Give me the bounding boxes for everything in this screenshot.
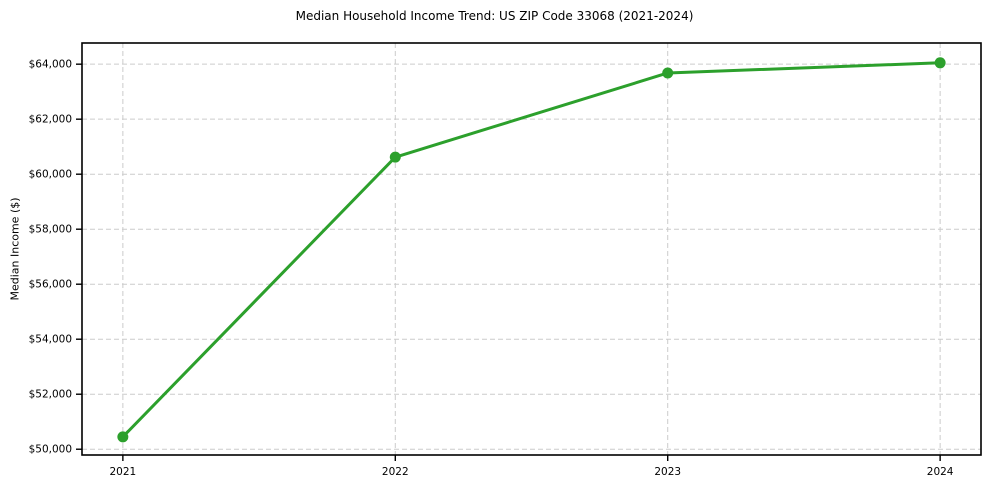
plot-frame bbox=[81, 42, 982, 456]
x-tick-label: 2021 bbox=[109, 466, 136, 478]
x-tick-label: 2024 bbox=[927, 466, 954, 478]
y-tick-label: $52,000 bbox=[29, 389, 72, 401]
y-tick-label: $62,000 bbox=[29, 114, 72, 126]
data-point-marker bbox=[389, 151, 401, 163]
y-tick-label: $50,000 bbox=[29, 444, 72, 456]
y-tick-label: $54,000 bbox=[29, 334, 72, 346]
y-tick-label: $60,000 bbox=[29, 169, 72, 181]
data-point-marker bbox=[117, 431, 129, 443]
y-tick-label: $58,000 bbox=[29, 224, 72, 236]
chart-title: Median Household Income Trend: US ZIP Co… bbox=[295, 9, 694, 23]
x-tick-label: 2023 bbox=[654, 466, 681, 478]
y-tick-label: $56,000 bbox=[29, 279, 72, 291]
data-point-marker bbox=[662, 67, 674, 79]
x-tick-label: 2022 bbox=[382, 466, 409, 478]
trend-line bbox=[121, 61, 942, 439]
data-point-marker bbox=[934, 57, 946, 69]
y-tick-label: $64,000 bbox=[29, 59, 72, 71]
